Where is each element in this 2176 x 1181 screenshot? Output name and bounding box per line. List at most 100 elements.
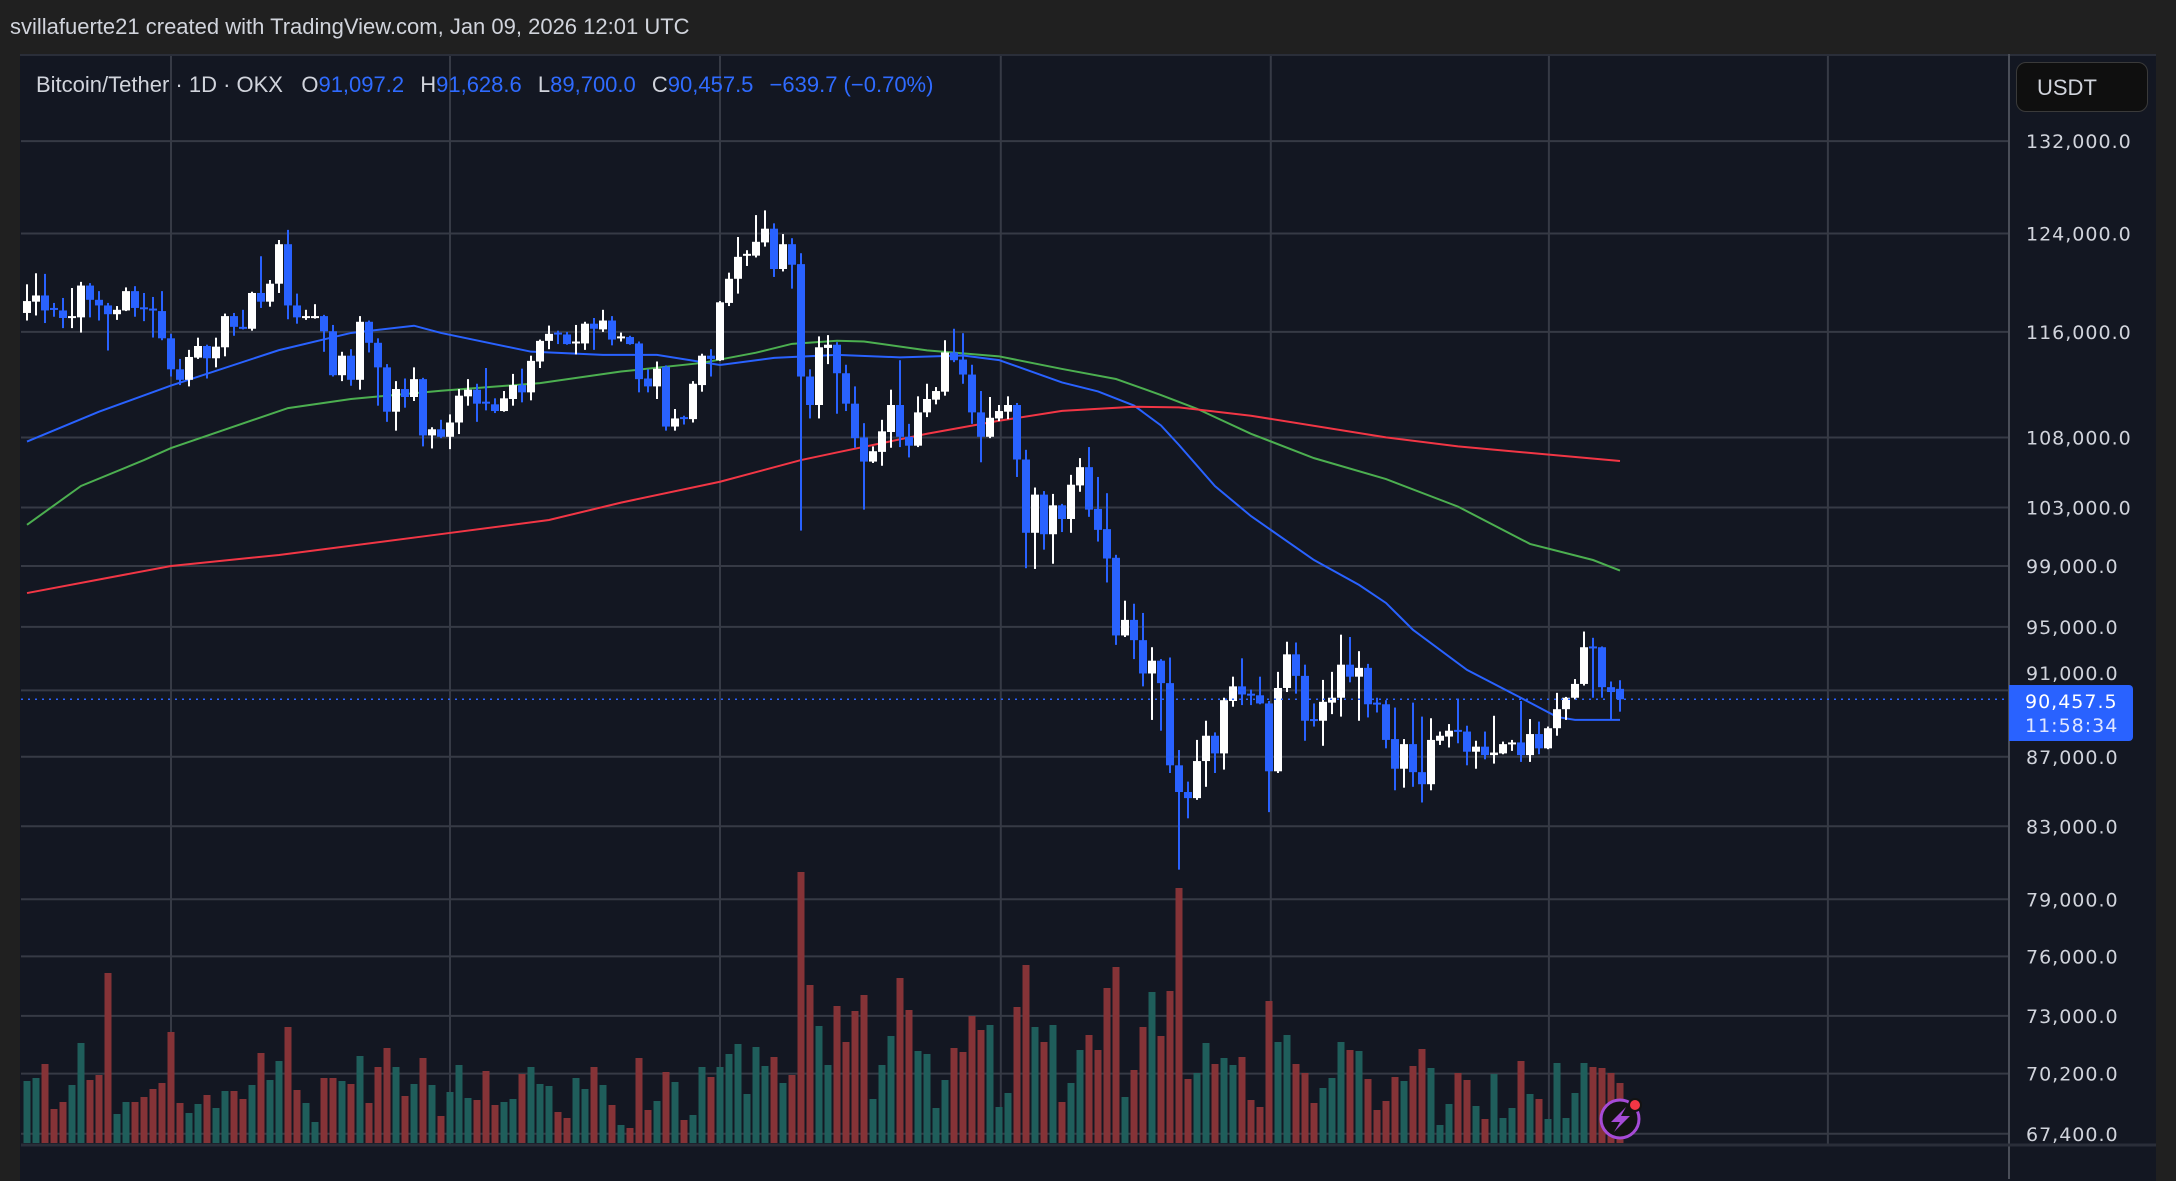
volume-bar	[671, 1082, 679, 1143]
volume-bar	[1508, 1108, 1516, 1143]
volume-bar	[212, 1108, 220, 1143]
candle-body	[365, 321, 373, 343]
volume-bar	[1220, 1058, 1228, 1143]
volume-bar	[239, 1099, 247, 1143]
volume-bar	[320, 1078, 328, 1143]
volume-bar	[1031, 1027, 1039, 1143]
volume-bar	[1391, 1077, 1399, 1143]
candle	[248, 291, 256, 331]
candle	[491, 398, 499, 414]
volume-bar	[1535, 1099, 1543, 1143]
candle	[977, 391, 985, 463]
candle-body	[1616, 688, 1624, 700]
volume-bar	[1004, 1093, 1012, 1143]
low-label: L	[537, 72, 551, 97]
candle	[1202, 720, 1210, 787]
last-price-label: 90,457.5 11:58:34	[2009, 685, 2133, 741]
volume-bar	[536, 1084, 544, 1143]
candle-body	[1526, 734, 1534, 756]
volume-bar	[149, 1089, 157, 1143]
candle-body	[95, 299, 103, 306]
candle-body	[1346, 664, 1354, 677]
candle	[176, 358, 184, 386]
candle-wick	[1250, 689, 1252, 706]
candle	[1436, 731, 1444, 745]
volume-bar	[338, 1081, 346, 1143]
price-tick-label: 108,000.0	[2026, 427, 2132, 449]
candle-body	[608, 320, 616, 340]
candle-body	[626, 337, 634, 345]
candle	[1238, 658, 1246, 706]
candle	[770, 223, 778, 277]
candle-wick	[557, 330, 559, 345]
volume-bar	[1067, 1083, 1075, 1143]
candle	[1427, 718, 1435, 791]
volume-bar	[203, 1095, 211, 1143]
candle-wick	[953, 328, 955, 363]
lightning-bolt-icon[interactable]	[1599, 1098, 1642, 1140]
price-axis-labels[interactable]: 132,000.0 124,000.0 116,000.0 108,000.0 103,…	[2026, 131, 2132, 1146]
candle	[968, 364, 976, 424]
notification-dot	[1628, 1098, 1642, 1112]
candle-wick	[440, 419, 442, 439]
candle	[1292, 642, 1300, 694]
close-label: C	[651, 72, 668, 97]
currency-button[interactable]: USDT	[2016, 62, 2148, 112]
candle-body	[734, 256, 742, 279]
volume-bar	[131, 1102, 139, 1143]
price-tick-label: 83,000.0	[2026, 816, 2119, 838]
volume-bar	[734, 1044, 742, 1143]
volume-bar	[1103, 988, 1111, 1143]
candle-body	[212, 346, 220, 359]
candle	[437, 419, 445, 439]
volume-bar	[941, 1080, 949, 1143]
candle	[644, 369, 652, 393]
volume-bar	[581, 1089, 589, 1143]
candle-body	[77, 285, 85, 318]
volume-bar	[923, 1054, 931, 1143]
candle	[1166, 657, 1174, 774]
candle-body	[383, 367, 391, 412]
candle-wick	[827, 335, 829, 365]
candle	[1229, 676, 1237, 707]
candle-body	[1373, 702, 1381, 705]
candle-body	[1364, 667, 1372, 705]
candle-body	[824, 344, 832, 348]
candle	[1220, 697, 1228, 770]
candle	[158, 291, 166, 341]
candle	[131, 286, 139, 317]
candle-body	[266, 283, 274, 302]
candle-body	[680, 417, 688, 420]
volume-bar	[104, 973, 112, 1143]
volume-bar	[392, 1067, 400, 1143]
volume-bar	[1517, 1061, 1525, 1143]
chart-panel[interactable]	[20, 54, 2156, 1181]
candle	[1463, 725, 1471, 766]
volume-bar	[1481, 1119, 1489, 1143]
candle	[1418, 716, 1426, 803]
candle-wick	[1457, 698, 1459, 744]
candle-body	[1103, 529, 1111, 559]
volume-bar	[32, 1078, 40, 1143]
candle-body	[1040, 494, 1048, 535]
volume-bar	[1265, 1001, 1273, 1143]
candle	[1526, 719, 1534, 762]
candle-body	[761, 228, 769, 243]
candle-wick	[710, 349, 712, 377]
candle-body	[995, 411, 1003, 419]
candle-body	[635, 343, 643, 380]
candle	[374, 338, 382, 406]
candle-body	[797, 264, 805, 377]
volume-bar	[1589, 1067, 1597, 1143]
candle-body	[1418, 772, 1426, 785]
candle-body	[914, 412, 922, 446]
symbol-title[interactable]: Bitcoin/Tether · 1D · OKX	[36, 72, 283, 97]
candle-body	[1157, 660, 1165, 684]
candle	[1103, 493, 1111, 583]
candle-wick	[1421, 716, 1423, 803]
candle	[995, 405, 1003, 422]
candle	[410, 367, 418, 401]
volume-bar	[23, 1081, 31, 1143]
volume-bar	[1463, 1080, 1471, 1143]
